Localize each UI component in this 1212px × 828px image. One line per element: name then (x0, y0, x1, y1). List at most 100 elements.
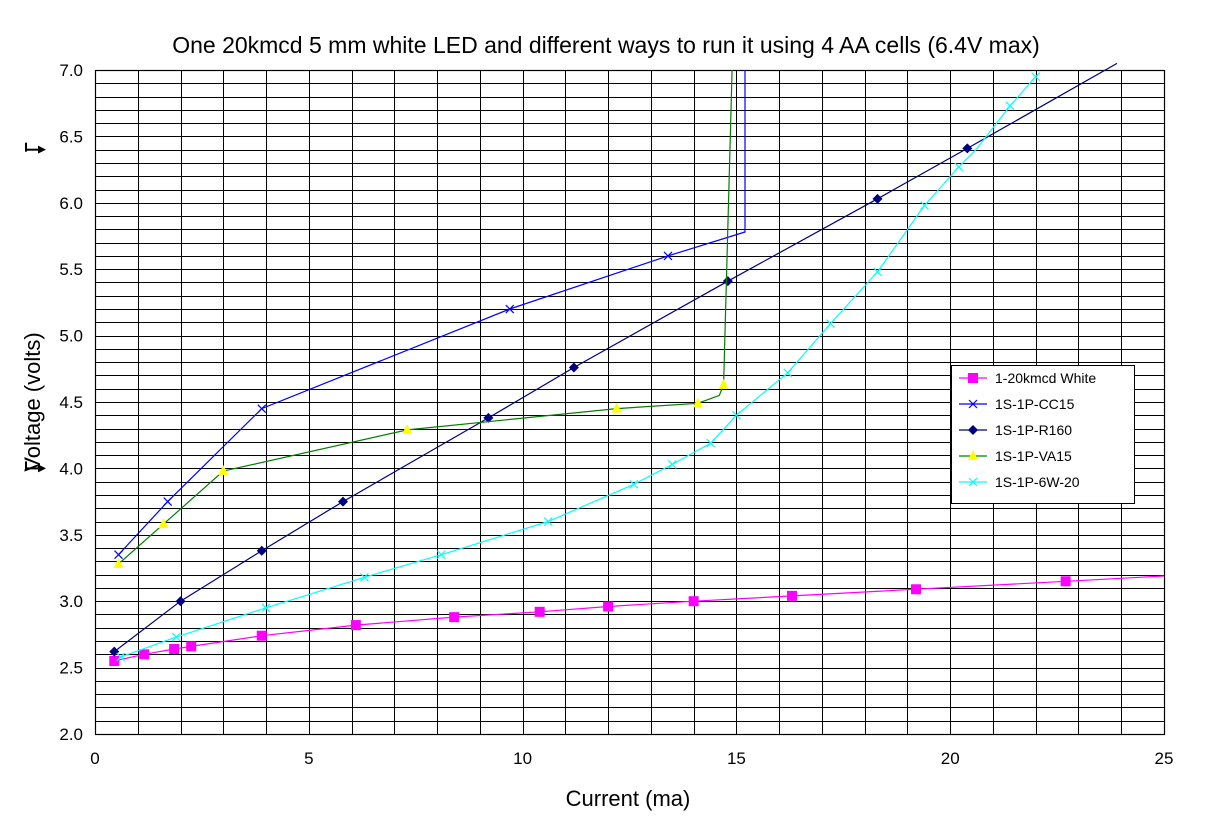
data-point (667, 459, 677, 469)
legend-label: 1S-1P-6W-20 (995, 474, 1080, 490)
data-point (962, 143, 973, 154)
data-point (158, 518, 169, 529)
y-tick-label: 5.5 (59, 260, 83, 279)
data-point (954, 162, 964, 172)
data-point (611, 402, 622, 413)
data-point (722, 276, 733, 287)
data-point (338, 496, 349, 507)
legend-label: 1-20kmcd White (995, 370, 1096, 386)
data-point (261, 603, 271, 613)
data-point (109, 655, 120, 666)
data-point (718, 378, 729, 389)
legend: 1-20kmcd White 1S-1P-CC15 1S-1P-R160 1S-1P-… (951, 365, 1135, 504)
data-point (1005, 101, 1015, 111)
data-point (169, 644, 180, 655)
data-point (1060, 576, 1071, 587)
data-point (603, 601, 614, 612)
arrow-head (38, 464, 46, 473)
series-1 (114, 70, 746, 560)
arrow-head (38, 145, 46, 154)
data-point (175, 596, 186, 607)
legend-label: 1S-1P-VA15 (995, 448, 1072, 464)
series-3 (113, 69, 733, 569)
data-point (256, 630, 267, 641)
series-4 (116, 72, 1041, 662)
data-point (663, 251, 673, 261)
data-point (218, 465, 229, 476)
arrow-indicator (25, 142, 46, 154)
legend-entry: 1S-1P-R160 (959, 422, 1072, 438)
data-point (113, 558, 124, 569)
series-0 (109, 575, 1165, 666)
data-point (483, 412, 494, 423)
legend-swatch-marker (968, 373, 978, 383)
data-point (449, 612, 460, 623)
data-point (256, 545, 267, 556)
legend-swatch-marker (968, 399, 978, 409)
data-point (116, 652, 126, 662)
x-tick-label: 5 (304, 749, 313, 768)
data-point (402, 423, 413, 434)
arrow-indicator (25, 461, 46, 473)
y-tick-label: 4.5 (59, 393, 83, 412)
y-tick-label: 6.5 (59, 127, 83, 146)
data-point (920, 201, 929, 210)
legend-box (951, 365, 1135, 504)
y-axis-label: Voltage (volts) (20, 332, 45, 471)
data-point (872, 193, 883, 204)
data-point (826, 319, 835, 329)
x-axis-label: Current (ma) (566, 786, 691, 811)
data-point (163, 497, 173, 507)
data-point (436, 550, 446, 560)
y-tick-label: 2.0 (59, 725, 83, 744)
series-2 (109, 62, 1118, 657)
y-tick-label: 7.0 (59, 61, 83, 80)
data-point (1031, 72, 1041, 82)
y-tick-label: 6.0 (59, 194, 83, 213)
data-point (783, 368, 793, 378)
data-point (786, 590, 797, 601)
x-tick-label: 15 (727, 749, 746, 768)
data-point (350, 620, 361, 631)
series-layer (109, 62, 1165, 666)
data-point (543, 517, 553, 526)
legend-swatch-marker (968, 477, 978, 487)
data-point (139, 649, 150, 660)
x-tick-label: 10 (513, 749, 532, 768)
voltage-arrows (25, 142, 46, 473)
data-point (171, 632, 181, 642)
y-tick-labels: 2.0 2.5 3.0 3.5 4.0 4.5 5.0 5.5 6.0 6.5 7.0 (59, 61, 83, 744)
data-point (505, 304, 515, 314)
x-tick-labels: 0 5 10 15 20 25 (90, 749, 1173, 768)
x-tick-label: 0 (90, 749, 99, 768)
y-tick-label: 4.0 (59, 459, 83, 478)
x-tick-label: 20 (941, 749, 960, 768)
legend-swatch-marker (968, 450, 978, 460)
y-tick-label: 5.0 (59, 327, 83, 346)
legend-entry: 1S-1P-CC15 (959, 396, 1075, 412)
y-tick-label: 2.5 (59, 659, 83, 678)
data-point (359, 572, 369, 582)
y-tick-label: 3.0 (59, 592, 83, 611)
data-point (629, 479, 639, 489)
plot-border (94, 69, 1166, 736)
x-tick-label: 25 (1155, 749, 1174, 768)
y-tick-label: 3.5 (59, 526, 83, 545)
data-point (109, 646, 120, 657)
data-point (534, 606, 545, 617)
legend-label: 1S-1P-R160 (995, 422, 1072, 438)
legend-entry: 1-20kmcd White (959, 370, 1096, 386)
chart-title: One 20kmcd 5 mm white LED and different … (172, 32, 1040, 58)
data-point (910, 584, 921, 595)
data-point (186, 641, 197, 652)
data-point (706, 438, 716, 448)
data-point (114, 550, 123, 560)
data-point (688, 596, 699, 607)
legend-entry: 1S-1P-VA15 (959, 448, 1072, 464)
data-point (257, 404, 267, 414)
legend-swatch-marker (968, 425, 978, 435)
data-point (873, 267, 882, 277)
series-line (113, 62, 1118, 653)
legend-label: 1S-1P-CC15 (995, 396, 1075, 412)
